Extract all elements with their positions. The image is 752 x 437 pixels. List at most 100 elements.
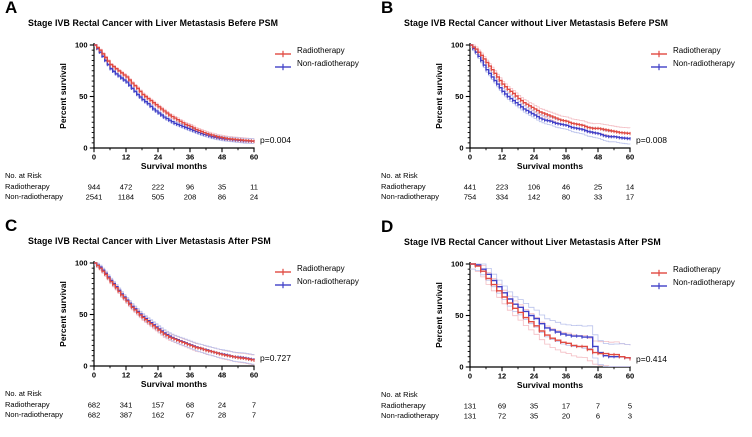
non-radiotherapy-ci-lower bbox=[94, 45, 255, 144]
legend-label: Non-radiotherapy bbox=[297, 277, 359, 286]
x-tick-label: 60 bbox=[626, 372, 634, 381]
p-value-label: p=0.004 bbox=[260, 135, 291, 145]
panel-title: Stage IVB Rectal Cancer without Liver Me… bbox=[404, 18, 669, 28]
legend: Radiotherapy Non-radiotherapy bbox=[274, 262, 359, 288]
x-tick-label: 48 bbox=[218, 153, 226, 162]
legend-item-radiotherapy: Radiotherapy bbox=[650, 263, 735, 276]
x-tick-label: 12 bbox=[122, 153, 130, 162]
x-tick-label: 24 bbox=[530, 372, 539, 381]
km-plot: 0 50 100 0 12 24 36 48 60 944 472 222 96 35 11 2541 1184… bbox=[75, 41, 258, 202]
km-plot: 0 50 100 0 12 24 36 48 60 682 341 157 68 24 7 682 387 162… bbox=[75, 259, 258, 420]
x-tick-label: 24 bbox=[530, 153, 539, 162]
risk-value: 25 bbox=[594, 183, 602, 192]
risk-row-label-non-radiotherapy: Non-radiotherapy bbox=[381, 411, 439, 420]
risk-value: 35 bbox=[218, 183, 226, 192]
risk-row-label-radiotherapy: Radiotherapy bbox=[5, 182, 50, 191]
x-axis-label: Survival months bbox=[516, 380, 584, 390]
risk-value: 33 bbox=[594, 193, 602, 202]
x-tick-label: 24 bbox=[154, 371, 163, 380]
x-tick-label: 0 bbox=[92, 153, 96, 162]
x-axis-label: Survival months bbox=[516, 161, 584, 171]
radiotherapy-censor-marks bbox=[472, 45, 631, 136]
risk-table-header: No. at Risk bbox=[381, 171, 418, 180]
x-tick-label: 48 bbox=[594, 153, 602, 162]
radiotherapy-ci-upper bbox=[470, 263, 631, 346]
risk-value: 35 bbox=[530, 412, 538, 421]
risk-row-label-radiotherapy: Radiotherapy bbox=[5, 400, 50, 409]
y-tick-label: 50 bbox=[455, 92, 463, 101]
p-value-label: p=0.414 bbox=[636, 354, 667, 364]
non-radiotherapy-censor-marks bbox=[96, 263, 255, 362]
legend-label: Radiotherapy bbox=[297, 46, 345, 55]
x-tick-label: 12 bbox=[122, 371, 130, 380]
risk-value: 341 bbox=[120, 401, 133, 410]
risk-value: 2541 bbox=[86, 193, 103, 202]
legend-label: Radiotherapy bbox=[673, 46, 721, 55]
risk-row-label-non-radiotherapy: Non-radiotherapy bbox=[381, 192, 439, 201]
risk-value: 944 bbox=[88, 183, 101, 192]
risk-value: 162 bbox=[152, 411, 165, 420]
radiotherapy-ci-upper bbox=[470, 44, 631, 129]
risk-value: 157 bbox=[152, 401, 165, 410]
p-value-label: p=0.727 bbox=[260, 353, 291, 363]
radiotherapy-line-icon bbox=[274, 264, 292, 275]
panel-letter: D bbox=[381, 217, 394, 236]
risk-value: 14 bbox=[626, 183, 634, 192]
y-tick-label: 50 bbox=[455, 311, 463, 320]
risk-value: 142 bbox=[528, 193, 541, 202]
non-radiotherapy-line-icon bbox=[650, 59, 668, 70]
risk-value: 223 bbox=[496, 183, 509, 192]
x-tick-label: 48 bbox=[594, 372, 602, 381]
risk-value: 96 bbox=[186, 183, 194, 192]
radiotherapy-censor-marks bbox=[96, 45, 255, 143]
y-tick-label: 100 bbox=[451, 41, 464, 50]
km-plot: 0 50 100 0 12 24 36 48 60 131 69 35 17 7 5 131 72 35 20 6 3 bbox=[451, 260, 634, 421]
radiotherapy-line-icon bbox=[650, 46, 668, 57]
radiotherapy-curve bbox=[94, 44, 255, 142]
legend-item-non-radiotherapy: Non-radiotherapy bbox=[274, 275, 359, 288]
risk-value: 472 bbox=[120, 183, 133, 192]
risk-value: 131 bbox=[464, 412, 477, 421]
risk-value: 35 bbox=[530, 402, 538, 411]
non-radiotherapy-censor-marks bbox=[474, 263, 631, 361]
non-radiotherapy-censor-marks bbox=[96, 46, 255, 143]
risk-value: 7 bbox=[252, 401, 256, 410]
x-tick-label: 48 bbox=[218, 371, 226, 380]
risk-value: 208 bbox=[184, 193, 197, 202]
radiotherapy-curve bbox=[94, 262, 255, 361]
risk-value: 106 bbox=[528, 183, 541, 192]
legend-label: Non-radiotherapy bbox=[297, 59, 359, 68]
y-tick-label: 50 bbox=[79, 310, 87, 319]
risk-value: 222 bbox=[152, 183, 165, 192]
y-tick-label: 100 bbox=[451, 260, 464, 269]
risk-value: 17 bbox=[562, 402, 570, 411]
x-tick-label: 36 bbox=[562, 153, 570, 162]
legend: Radiotherapy Non-radiotherapy bbox=[650, 263, 735, 289]
non-radiotherapy-ci-lower bbox=[94, 264, 255, 365]
y-tick-label: 100 bbox=[75, 41, 88, 50]
legend-label: Non-radiotherapy bbox=[673, 59, 735, 68]
radiotherapy-ci-lower bbox=[470, 268, 630, 367]
x-axis-label: Survival months bbox=[140, 379, 208, 389]
risk-value: 7 bbox=[596, 402, 600, 411]
risk-row-label-radiotherapy: Radiotherapy bbox=[381, 401, 426, 410]
risk-table-header: No. at Risk bbox=[5, 389, 42, 398]
x-axis-label: Survival months bbox=[140, 161, 208, 171]
legend-item-radiotherapy: Radiotherapy bbox=[650, 44, 735, 57]
risk-table-header: No. at Risk bbox=[5, 171, 42, 180]
risk-value: 20 bbox=[562, 412, 570, 421]
risk-value: 6 bbox=[596, 412, 600, 421]
x-tick-label: 24 bbox=[154, 153, 163, 162]
risk-value: 24 bbox=[218, 401, 226, 410]
y-tick-label: 100 bbox=[75, 259, 88, 268]
risk-value: 334 bbox=[496, 193, 509, 202]
radiotherapy-ci-lower bbox=[94, 264, 255, 366]
risk-value: 67 bbox=[186, 411, 194, 420]
p-value-label: p=0.008 bbox=[636, 135, 667, 145]
radiotherapy-censor-marks bbox=[96, 263, 255, 362]
risk-value: 72 bbox=[498, 412, 506, 421]
legend: Radiotherapy Non-radiotherapy bbox=[274, 44, 359, 70]
risk-value: 754 bbox=[464, 193, 477, 202]
panel-letter: A bbox=[5, 0, 18, 17]
panel-B: B Stage IVB Rectal Cancer without Liver … bbox=[376, 0, 752, 218]
